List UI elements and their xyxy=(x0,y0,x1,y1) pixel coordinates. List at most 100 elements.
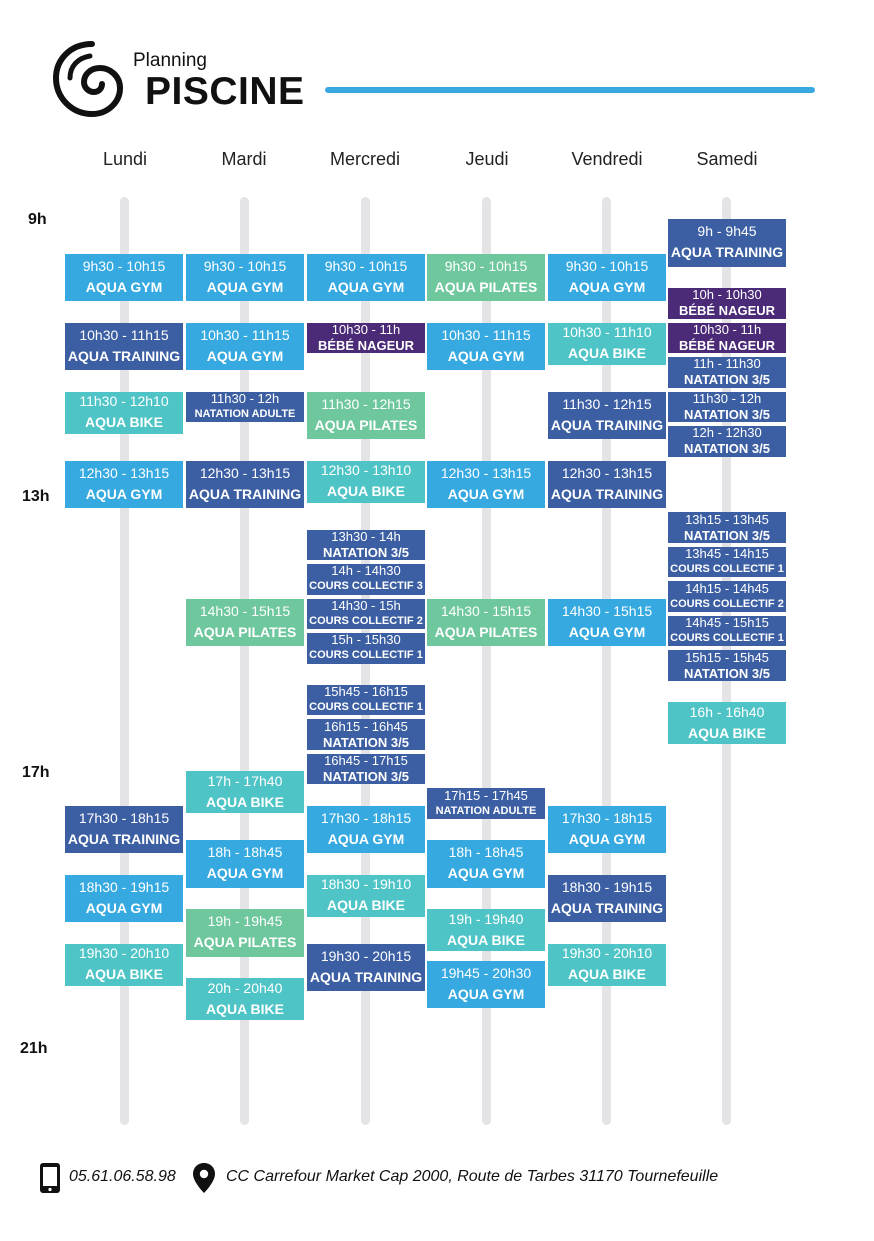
session-name: AQUA GYM xyxy=(447,865,525,882)
session-name: AQUA GYM xyxy=(206,278,284,295)
session-name: AQUA TRAINING xyxy=(550,899,664,916)
session-natation-3-5: 13h30 - 14h NATATION 3/5 xyxy=(307,529,425,560)
session-name: AQUA GYM xyxy=(85,278,163,295)
session-aqua-gym: 10h30 - 11h15 AQUA GYM xyxy=(186,322,304,371)
session-name: AQUA GYM xyxy=(568,830,646,847)
session-time: 18h30 - 19h15 xyxy=(78,878,170,895)
header-divider xyxy=(325,87,815,93)
session-name: AQUA GYM xyxy=(327,830,405,847)
session-time: 18h30 - 19h10 xyxy=(320,876,412,892)
session-aqua-training: 12h30 - 13h15 AQUA TRAINING xyxy=(548,460,666,509)
session-cours-collectif-1: 13h45 - 14h15 COURS COLLECTIF 1 xyxy=(668,546,786,578)
session-time: 12h30 - 13h15 xyxy=(440,464,532,481)
session-name: AQUA BIKE xyxy=(205,793,285,810)
session-name: AQUA GYM xyxy=(85,485,163,502)
session-aqua-gym: 10h30 - 11h15 AQUA GYM xyxy=(427,322,545,371)
session-time: 13h45 - 14h15 xyxy=(685,546,769,562)
session-time: 19h30 - 20h10 xyxy=(78,945,170,961)
session-name: BÉBÉ NAGEUR xyxy=(678,303,776,319)
session-cours-collectif-1: 15h - 15h30 COURS COLLECTIF 1 xyxy=(307,633,425,664)
session-time: 15h - 15h30 xyxy=(331,633,401,648)
session-time: 17h30 - 18h15 xyxy=(320,809,412,826)
session-aqua-pilates: 11h30 - 12h15 AQUA PILATES xyxy=(307,391,425,440)
session-aqua-training: 11h30 - 12h15 AQUA TRAINING xyxy=(548,391,666,440)
session-time: 9h30 - 10h15 xyxy=(203,257,287,274)
session-aqua-bike: 10h30 - 11h10 AQUA BIKE xyxy=(548,322,666,365)
session-time: 14h30 - 15h15 xyxy=(440,602,532,619)
session-natation-3-5: 15h15 - 15h45 NATATION 3/5 xyxy=(668,650,786,681)
location-pin-icon xyxy=(193,1163,215,1193)
session-cours-collectif-2: 14h15 - 14h45 COURS COLLECTIF 2 xyxy=(668,581,786,612)
session-name: COURS COLLECTIF 3 xyxy=(309,580,423,593)
session-aqua-gym: 18h30 - 19h15 AQUA GYM xyxy=(65,874,183,923)
session-bebe-nageur: 10h - 10h30 BÉBÉ NAGEUR xyxy=(668,288,786,319)
session-cours-collectif-1: 15h45 - 16h15 COURS COLLECTIF 1 xyxy=(307,684,425,716)
session-name: NATATION 3/5 xyxy=(323,734,409,750)
session-time: 10h30 - 11h15 xyxy=(441,326,531,343)
session-aqua-bike: 20h - 20h40 AQUA BIKE xyxy=(186,978,304,1020)
session-name: AQUA TRAINING xyxy=(550,485,664,502)
session-aqua-gym: 17h30 - 18h15 AQUA GYM xyxy=(307,805,425,854)
session-time: 16h - 16h40 xyxy=(689,703,765,720)
session-aqua-gym: 19h45 - 20h30 AQUA GYM xyxy=(427,960,545,1009)
page-title: PISCINE xyxy=(145,70,305,113)
session-time: 10h30 - 11h10 xyxy=(562,324,652,340)
session-time: 17h - 17h40 xyxy=(207,772,283,789)
day-track xyxy=(482,197,491,1125)
session-name: COURS COLLECTIF 2 xyxy=(309,614,423,627)
session-time: 12h - 12h30 xyxy=(692,426,762,441)
session-aqua-training: 18h30 - 19h15 AQUA TRAINING xyxy=(548,874,666,923)
session-time: 10h30 - 11h xyxy=(331,322,401,337)
session-name: AQUA TRAINING xyxy=(670,244,784,261)
session-aqua-training: 9h - 9h45 AQUA TRAINING xyxy=(668,219,786,267)
session-time: 13h15 - 13h45 xyxy=(685,512,769,527)
session-aqua-gym: 9h30 - 10h15 AQUA GYM xyxy=(307,253,425,302)
session-name: COURS COLLECTIF 1 xyxy=(670,563,784,576)
session-name: AQUA GYM xyxy=(568,278,646,295)
day-header-mercredi: Mercredi xyxy=(329,149,400,169)
day-header-mardi: Mardi xyxy=(221,149,267,169)
session-time: 17h30 - 18h15 xyxy=(78,809,170,826)
session-time: 18h30 - 19h15 xyxy=(561,878,653,895)
session-name: COURS COLLECTIF 1 xyxy=(309,649,423,662)
session-name: AQUA TRAINING xyxy=(309,968,423,985)
session-name: NATATION 3/5 xyxy=(684,665,770,681)
session-time: 9h - 9h45 xyxy=(697,223,757,240)
session-aqua-training: 12h30 - 13h15 AQUA TRAINING xyxy=(186,460,304,509)
session-time: 12h30 - 13h10 xyxy=(320,462,412,478)
session-cours-collectif-3: 14h - 14h30 COURS COLLECTIF 3 xyxy=(307,564,425,595)
header-subtitle: Planning xyxy=(133,50,207,71)
session-name: AQUA TRAINING xyxy=(188,485,302,502)
session-name: AQUA GYM xyxy=(447,347,525,364)
day-track xyxy=(120,197,129,1125)
session-aqua-bike: 19h30 - 20h10 AQUA BIKE xyxy=(65,943,183,986)
session-name: COURS COLLECTIF 1 xyxy=(670,632,784,645)
session-name: AQUA BIKE xyxy=(84,966,164,982)
session-time: 12h30 - 13h15 xyxy=(78,464,170,481)
session-time: 11h30 - 12h15 xyxy=(321,395,411,412)
session-time: 16h45 - 17h15 xyxy=(324,753,408,769)
session-time: 15h15 - 15h45 xyxy=(685,650,769,665)
session-name: COURS COLLECTIF 1 xyxy=(309,701,423,714)
session-name: NATATION 3/5 xyxy=(684,527,770,543)
session-time: 10h30 - 11h xyxy=(692,322,762,337)
session-aqua-gym: 12h30 - 13h15 AQUA GYM xyxy=(65,460,183,509)
session-aqua-training: 10h30 - 11h15 AQUA TRAINING xyxy=(65,322,183,371)
day-track xyxy=(240,197,249,1125)
session-name: AQUA PILATES xyxy=(193,934,297,951)
session-bebe-nageur: 10h30 - 11h BÉBÉ NAGEUR xyxy=(307,322,425,353)
session-aqua-pilates: 14h30 - 15h15 AQUA PILATES xyxy=(186,598,304,647)
session-time: 14h15 - 14h45 xyxy=(685,581,769,596)
session-natation-3-5: 12h - 12h30 NATATION 3/5 xyxy=(668,426,786,457)
session-name: AQUA PILATES xyxy=(193,623,297,640)
session-cours-collectif-2: 14h30 - 15h COURS COLLECTIF 2 xyxy=(307,598,425,629)
session-time: 12h30 - 13h15 xyxy=(199,464,291,481)
session-aqua-pilates: 14h30 - 15h15 AQUA PILATES xyxy=(427,598,545,647)
session-natation-3-5: 11h30 - 12h NATATION 3/5 xyxy=(668,391,786,422)
session-natation-adulte: 17h15 - 17h45 NATATION ADULTE xyxy=(427,788,545,819)
spiral-logo-icon xyxy=(52,41,124,118)
session-time: 13h30 - 14h xyxy=(331,529,401,544)
session-aqua-bike: 18h30 - 19h10 AQUA BIKE xyxy=(307,874,425,917)
session-name: AQUA GYM xyxy=(85,899,163,916)
